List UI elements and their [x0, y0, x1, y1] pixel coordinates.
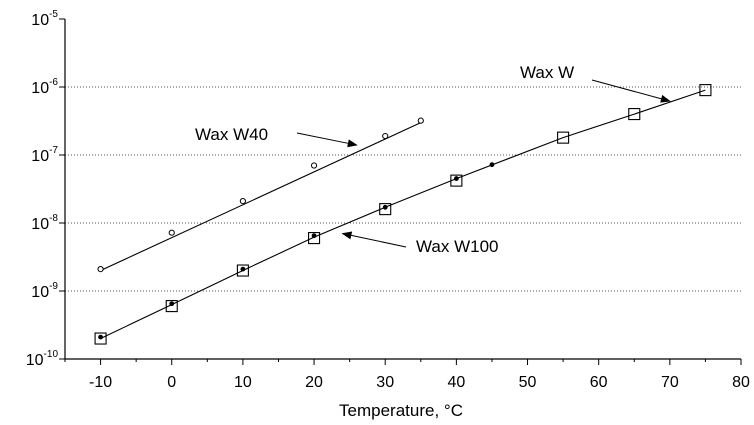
y-tick-label: 10-5 — [31, 9, 58, 29]
y-tick-label: 10-9 — [31, 281, 58, 301]
data-point-square — [308, 232, 321, 245]
annotations: Wax W40 Wax W100 Wax W — [195, 63, 671, 256]
annotation-arrow — [591, 79, 671, 103]
x-tick-label: -10 — [89, 374, 112, 391]
fit-lines — [100, 89, 706, 339]
annotation-arrow — [341, 231, 407, 248]
x-tick-label: 50 — [519, 374, 537, 391]
x-axis-title: Temperature, °C — [339, 401, 463, 420]
x-tick-label: 70 — [661, 374, 679, 391]
data-point-dot — [453, 176, 459, 181]
tick-labels: -10 0 10 20 30 40 50 60 70 80 10-10 10-9 10-8 10-7 10-… — [26, 9, 750, 391]
data-point-dot — [98, 334, 103, 340]
data-point-square — [628, 108, 641, 121]
data-point-circle — [168, 229, 175, 236]
x-tick-label: 30 — [376, 374, 394, 391]
data-point-dot — [382, 204, 388, 210]
data-point-square — [94, 332, 107, 345]
y-tick-label: 10-6 — [31, 77, 58, 97]
data-point-circle — [97, 265, 104, 273]
data-point-square — [450, 174, 463, 187]
y-tick-label: 10-7 — [31, 145, 58, 165]
axes — [59, 18, 742, 365]
data-point-square — [236, 264, 249, 277]
data-point-circle — [417, 117, 424, 124]
data-point-dot — [489, 162, 495, 168]
y-tick-label: 10-8 — [31, 213, 58, 233]
annotation-label: Wax W40 — [195, 125, 268, 144]
data-point-square — [165, 300, 178, 313]
data-markers — [94, 84, 712, 345]
x-tick-label: 40 — [447, 374, 465, 391]
data-point-square — [699, 84, 712, 97]
data-point-circle — [382, 132, 389, 140]
fit-line — [100, 122, 422, 271]
data-point-circle — [239, 197, 246, 205]
x-tick-label: 20 — [305, 374, 323, 391]
data-point-dot — [240, 266, 246, 272]
data-point-dot — [311, 233, 317, 239]
x-tick-label: 10 — [234, 374, 252, 391]
annotation-label: Wax W100 — [416, 237, 499, 256]
x-tick-label: 0 — [167, 374, 176, 391]
data-point-square — [379, 203, 392, 216]
annotation-arrow — [296, 132, 358, 148]
data-point-dot — [169, 301, 175, 307]
x-tick-label: 60 — [590, 374, 608, 391]
annotation-label: Wax W — [520, 63, 574, 82]
data-point-square — [557, 131, 570, 144]
fit-line — [100, 89, 706, 339]
y-tick-label: 10-10 — [26, 349, 59, 369]
x-tick-label: 80 — [732, 374, 750, 391]
data-point-circle — [310, 162, 318, 169]
